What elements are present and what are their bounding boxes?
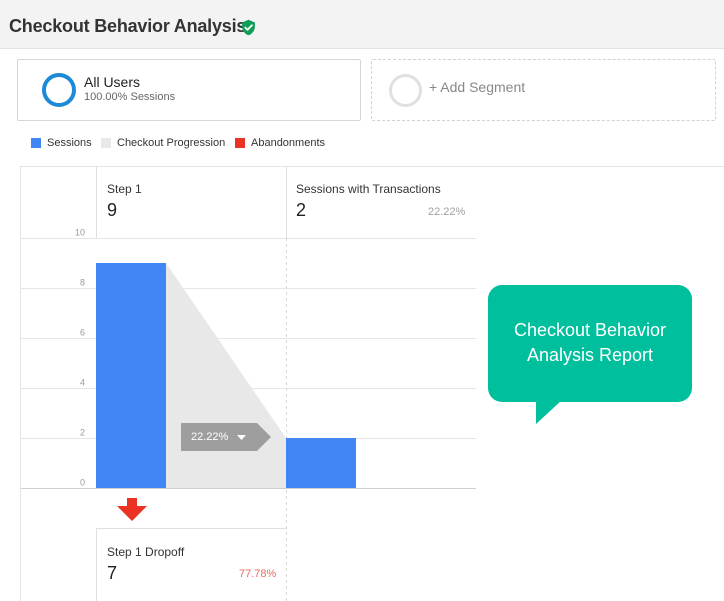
step-value: 9: [107, 200, 118, 220]
y-tick-label: 2: [80, 428, 85, 438]
step-value: 2: [296, 200, 307, 220]
step-label: Sessions with Transactions: [296, 182, 441, 196]
legend-swatch-checkout-progression: [101, 138, 111, 148]
segment-ring-icon: [42, 73, 76, 107]
legend-label-abandonments: Abandonments: [251, 137, 325, 149]
y-tick-label: 8: [80, 278, 85, 288]
legend-swatch-sessions: [31, 138, 41, 148]
step-percent: 22.22%: [428, 206, 466, 218]
checkout-progression-band: [166, 263, 286, 488]
callout-line-2: Analysis Report: [526, 345, 654, 365]
chevron-down-icon: [237, 435, 246, 440]
y-tick-label: 4: [80, 378, 85, 388]
segment-all-users[interactable]: All Users 100.00% Sessions: [17, 59, 361, 121]
dropoff-value: 7: [107, 563, 118, 583]
segment-detail: 100.00% Sessions: [84, 91, 176, 103]
legend-label-checkout-progression: Checkout Progression: [117, 137, 226, 149]
verified-shield-check-icon: [242, 19, 255, 36]
bar-step-1[interactable]: [96, 263, 166, 488]
add-segment-label: + Add Segment: [429, 79, 526, 95]
add-segment-ring-icon: [389, 74, 422, 107]
abandonment-arrow-icon: [117, 498, 147, 521]
step-label: Step 1: [107, 182, 142, 196]
y-tick-label: 6: [80, 328, 85, 338]
annotation-callout: Checkout Behavior Analysis Report: [488, 285, 692, 402]
segment-name: All Users: [84, 74, 141, 90]
report-header: Checkout Behavior Analysis: [0, 0, 724, 49]
add-segment-button[interactable]: + Add Segment: [371, 59, 716, 121]
legend-label-sessions: Sessions: [47, 137, 92, 149]
y-axis-ticks: 0 2 4 6 8 10: [75, 228, 85, 488]
progression-rate-label: 22.22%: [191, 431, 229, 443]
legend-swatch-abandonments: [235, 138, 245, 148]
dropoff-percent: 77.78%: [239, 568, 277, 580]
page-title: Checkout Behavior Analysis: [9, 16, 247, 36]
chart-top-border: [20, 166, 724, 167]
progression-badge-shape: [181, 423, 271, 451]
y-tick-label: 10: [75, 228, 85, 238]
callout-line-1: Checkout Behavior: [513, 320, 667, 340]
progression-rate-badge[interactable]: 22.22%: [181, 423, 271, 451]
bar-sessions-with-transactions[interactable]: [286, 438, 356, 488]
callout-text: Checkout Behavior Analysis Report: [488, 318, 692, 368]
y-tick-label: 0: [80, 478, 85, 488]
callout-pointer: [536, 400, 562, 424]
dropoff-label: Step 1 Dropoff: [107, 545, 185, 559]
